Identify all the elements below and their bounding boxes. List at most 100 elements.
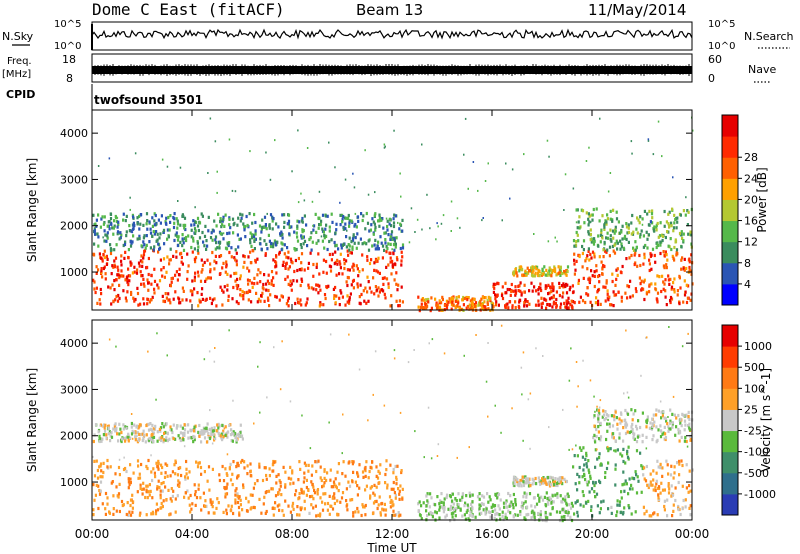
- heatmap-cell: [313, 224, 316, 228]
- heatmap-cell: [296, 268, 299, 273]
- heatmap-cell: [321, 213, 325, 217]
- heatmap-cell: [526, 300, 529, 304]
- heatmap-cell: [317, 216, 320, 221]
- heatmap-cell: [341, 295, 344, 299]
- heatmap-cell: [293, 269, 296, 274]
- heatmap-cell: [120, 269, 123, 273]
- heatmap-cell: [554, 493, 557, 497]
- heatmap-cell: [494, 508, 497, 512]
- heatmap-cell: [519, 478, 522, 483]
- heatmap-cell: [609, 234, 612, 238]
- heatmap-cell: [259, 280, 262, 284]
- heatmap-cell: [472, 161, 475, 163]
- heatmap-cell: [99, 256, 103, 260]
- heatmap-cell: [563, 301, 566, 305]
- heatmap-cell: [94, 493, 97, 497]
- heatmap-cell: [673, 290, 676, 294]
- heatmap-cell: [372, 501, 376, 505]
- heatmap-cell: [366, 255, 369, 259]
- heatmap-cell: [234, 498, 237, 502]
- heatmap-cell: [399, 484, 402, 488]
- heatmap-cell: [607, 190, 610, 193]
- heatmap-cell: [200, 508, 203, 512]
- heatmap-cell: [151, 224, 154, 228]
- heatmap-cell: [118, 276, 121, 280]
- heatmap-cell: [197, 251, 200, 255]
- heatmap-cell: [585, 257, 588, 261]
- heatmap-cell: [425, 509, 428, 513]
- heatmap-cell: [249, 250, 252, 254]
- heatmap-cell: [235, 465, 238, 469]
- heatmap-cell: [356, 285, 359, 289]
- heatmap-cell: [500, 324, 503, 327]
- heatmap-cell: [196, 241, 199, 245]
- heatmap-cell: [677, 480, 680, 485]
- heatmap-cell: [489, 510, 492, 515]
- heatmap-cell: [131, 510, 134, 514]
- heatmap-cell: [194, 260, 197, 264]
- heatmap-cell: [137, 261, 141, 265]
- heatmap-cell: [331, 252, 334, 256]
- heatmap-cell: [576, 488, 579, 492]
- heatmap-cell: [495, 300, 498, 304]
- heatmap-cell: [368, 229, 371, 233]
- heatmap-cell: [681, 484, 684, 488]
- colorbar-segment: [722, 115, 738, 137]
- heatmap-cell: [555, 510, 559, 514]
- heatmap-cell: [264, 225, 267, 229]
- heatmap-cell: [661, 238, 664, 243]
- heatmap-cell: [616, 448, 619, 452]
- heatmap-cell: [235, 440, 238, 444]
- heatmap-cell: [585, 292, 588, 296]
- heatmap-cell: [429, 309, 432, 313]
- heatmap-cell: [617, 290, 620, 294]
- heatmap-cell: [501, 296, 505, 301]
- heatmap-cell: [540, 288, 543, 293]
- heatmap-cell: [153, 219, 156, 223]
- heatmap-cell: [265, 477, 268, 481]
- heatmap-cell: [361, 268, 364, 272]
- heatmap-cell: [458, 498, 462, 502]
- heatmap-cell: [132, 223, 135, 227]
- heatmap-cell: [264, 491, 267, 495]
- heatmap-cell: [663, 282, 666, 286]
- heatmap-cell: [263, 239, 266, 243]
- heatmap-cell: [228, 231, 231, 235]
- heatmap-cell: [116, 232, 119, 236]
- heatmap-cell: [518, 269, 521, 273]
- heatmap-cell: [437, 443, 440, 446]
- heatmap-cell: [622, 447, 625, 451]
- heatmap-cell: [163, 431, 166, 435]
- heatmap-cell: [535, 502, 539, 506]
- heatmap-cell: [682, 300, 685, 304]
- heatmap-cell: [283, 243, 286, 247]
- heatmap-cell: [234, 190, 237, 193]
- heatmap-cell: [440, 492, 443, 496]
- heatmap-cell: [209, 117, 212, 120]
- heatmap-cell: [214, 247, 217, 251]
- heatmap-cell: [435, 511, 438, 515]
- heatmap-cell: [526, 266, 529, 270]
- heatmap-cell: [166, 474, 169, 478]
- heatmap-cell: [280, 230, 283, 234]
- heatmap-cell: [641, 411, 644, 415]
- heatmap-cell: [125, 299, 128, 303]
- heatmap-cell: [537, 493, 540, 497]
- heatmap-cell: [558, 271, 561, 275]
- heatmap-cell: [534, 476, 537, 481]
- heatmap-cell: [425, 504, 428, 508]
- heatmap-cell: [575, 444, 577, 447]
- heatmap-cell: [678, 302, 681, 306]
- heatmap-cell: [144, 495, 147, 500]
- heatmap-cell: [173, 221, 176, 225]
- heatmap-cell: [181, 214, 184, 218]
- heatmap-cell: [578, 475, 581, 479]
- heatmap-cell: [537, 292, 540, 296]
- heatmap-cell: [673, 413, 676, 417]
- heatmap-cell: [614, 467, 617, 471]
- heatmap-cell: [373, 268, 376, 272]
- heatmap-cell: [179, 301, 182, 305]
- heatmap-cell: [576, 472, 579, 476]
- heatmap-cell: [467, 517, 470, 521]
- heatmap-cell: [347, 253, 350, 257]
